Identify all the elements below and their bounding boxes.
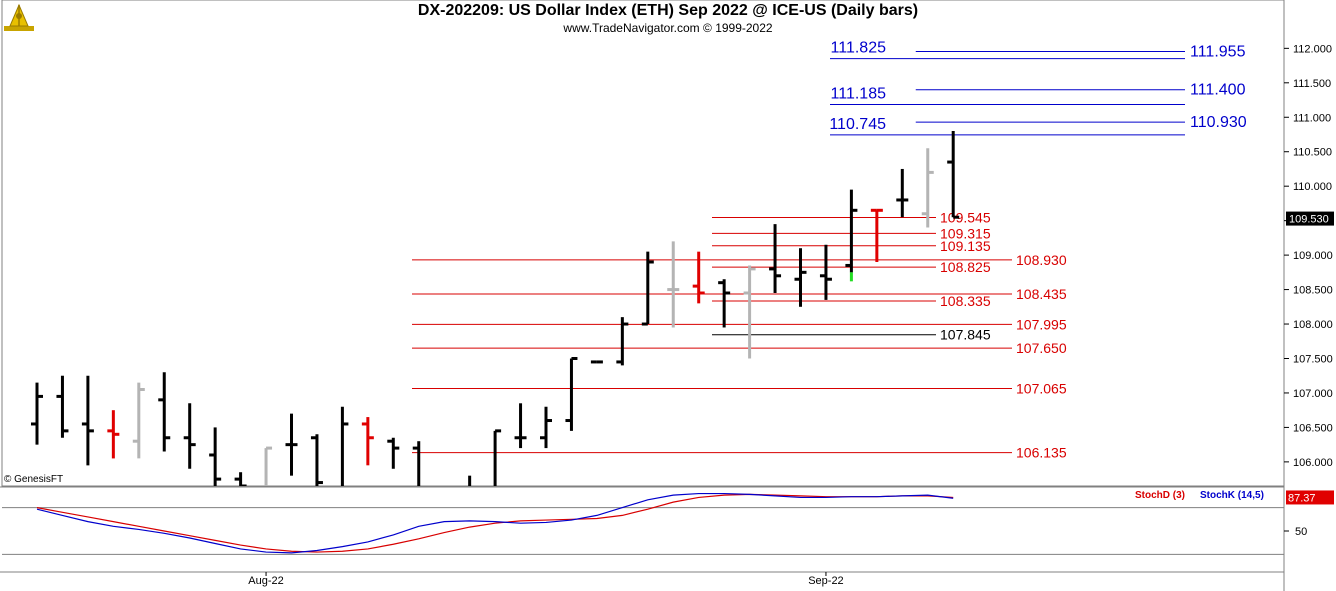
last-price-marker: [1286, 211, 1334, 226]
level-label: 106.135: [1016, 445, 1067, 461]
level-label: 110.930: [1190, 114, 1247, 131]
price-panel-frame: [1, 0, 1285, 487]
trade-navigator-logo-icon: [4, 3, 34, 31]
level-label: 107.650: [1016, 340, 1067, 356]
x-axis-label: Sep-22: [808, 575, 843, 587]
level-label: 107.065: [1016, 380, 1067, 396]
stoch-last-value-marker: [1286, 490, 1334, 505]
level-label: 108.335: [940, 293, 991, 309]
price-axis-label: 109.000: [1293, 250, 1333, 262]
price-axis-label: 107.500: [1293, 353, 1333, 365]
stoch-legend-label: StochD (3): [1135, 490, 1185, 501]
x-axis-label: Aug-22: [248, 575, 283, 587]
level-label: 109.315: [940, 225, 991, 241]
level-label: 109.135: [940, 238, 991, 254]
level-label: 107.995: [1016, 316, 1067, 332]
level-label: 108.435: [1016, 286, 1067, 302]
stoch-series-line: [36, 493, 954, 553]
price-axis-label: 110.500: [1293, 147, 1332, 159]
price-axis-label: 108.500: [1293, 285, 1333, 297]
level-label: 108.825: [940, 259, 991, 275]
level-label: 108.930: [1016, 252, 1067, 268]
stoch-axis-label: 50: [1295, 526, 1307, 538]
stoch-last-value-label: 87.37: [1288, 492, 1316, 504]
level-label: 107.845: [940, 327, 991, 343]
level-label: 110.745: [829, 116, 886, 133]
stoch-series-line: [36, 492, 954, 554]
stoch-legend-label: StochK (14,5): [1200, 490, 1264, 501]
level-label: 111.400: [1190, 82, 1246, 99]
chart-title: DX-202209: US Dollar Index (ETH) Sep 202…: [417, 2, 919, 19]
price-axis-label: 111.500: [1293, 78, 1331, 90]
chart-subtitle: www.TradeNavigator.com © 1999-2022: [563, 21, 773, 35]
copyright-label: © GenesisFT: [4, 474, 64, 485]
price-axis-label: 110.000: [1293, 181, 1332, 193]
price-axis-label: 106.000: [1293, 457, 1333, 469]
ohlc-bars: [31, 131, 960, 486]
price-axis-label: 111.000: [1293, 112, 1331, 124]
price-axis-label: 112.000: [1293, 43, 1332, 55]
level-label: 111.825: [831, 40, 887, 57]
last-price-label: 109.530: [1289, 214, 1329, 226]
level-label: 111.955: [1190, 43, 1246, 60]
level-label: 109.545: [940, 210, 991, 226]
level-label: 111.185: [831, 86, 887, 103]
price-axis-label: 106.500: [1293, 422, 1333, 434]
price-axis-label: 108.000: [1293, 319, 1333, 331]
price-axis-label: 107.000: [1293, 388, 1333, 400]
